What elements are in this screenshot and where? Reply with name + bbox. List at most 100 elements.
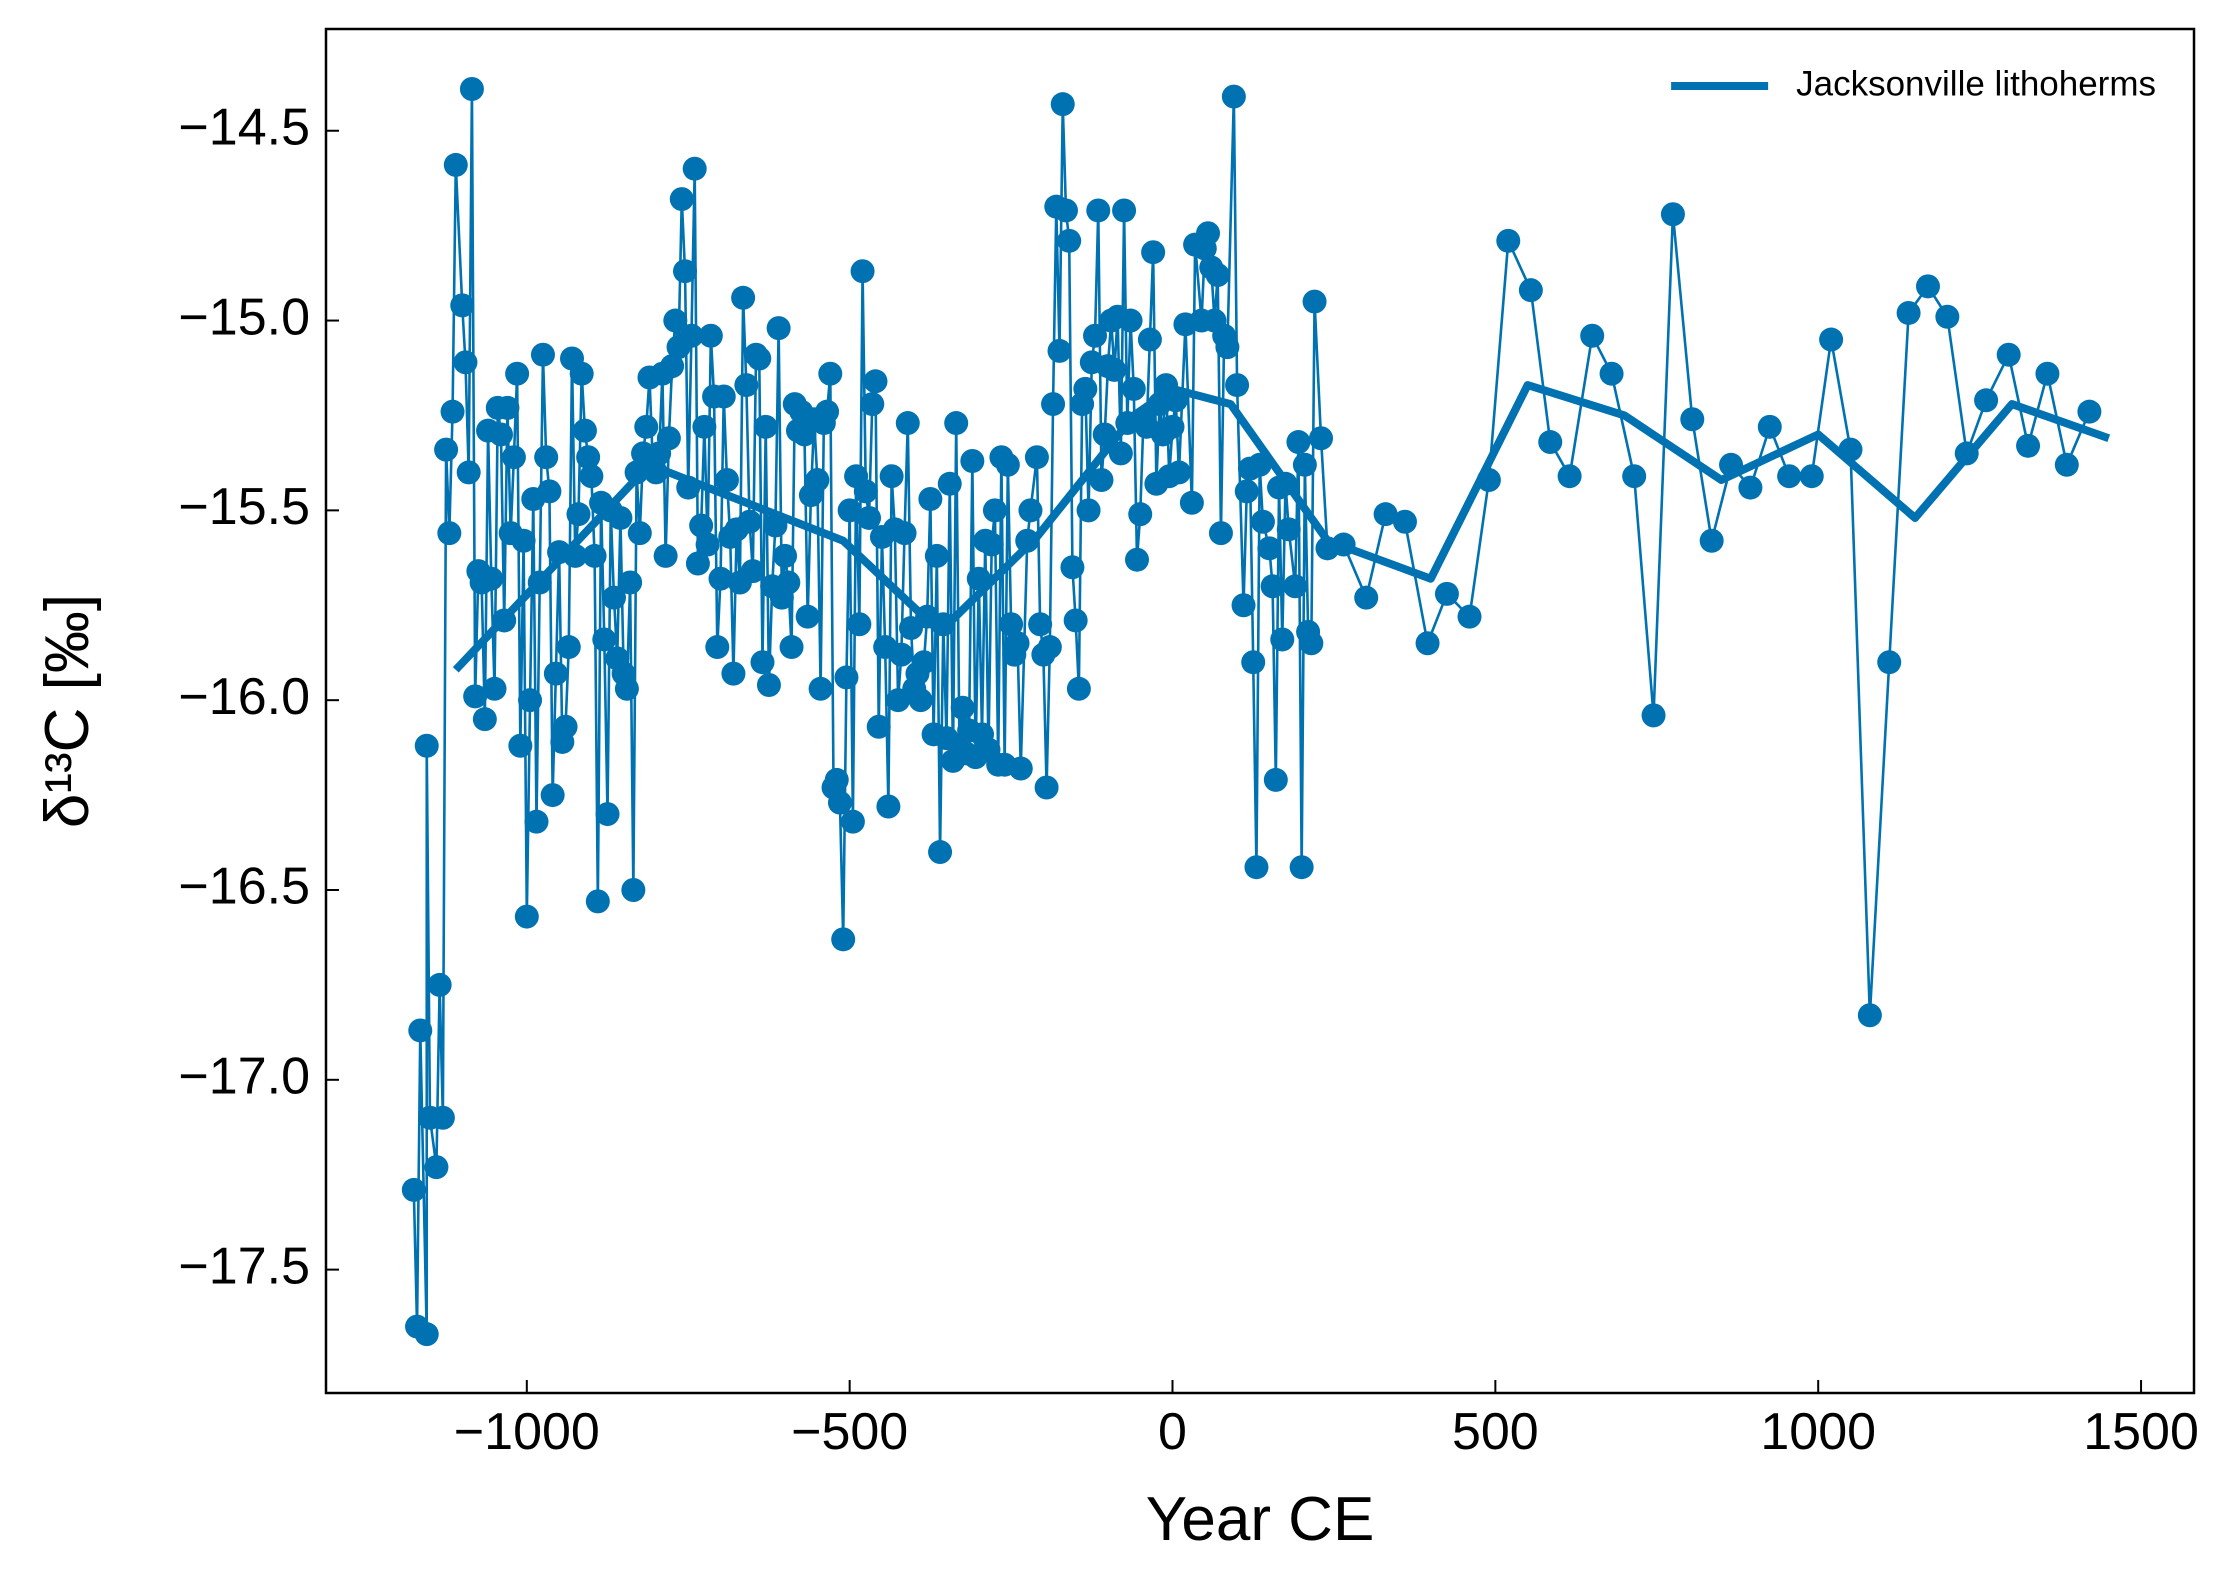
data-point: [740, 559, 765, 584]
data-point: [627, 521, 652, 546]
data-point: [1915, 274, 1940, 299]
data-point: [1221, 84, 1246, 109]
data-point: [818, 361, 843, 386]
data-point: [995, 452, 1020, 477]
data-point: [1276, 517, 1301, 542]
data-point: [766, 316, 791, 341]
data-point: [944, 411, 969, 436]
data-point: [511, 528, 536, 553]
data-point: [434, 437, 459, 462]
data-point: [634, 414, 659, 439]
data-point: [695, 532, 720, 557]
data-point: [1166, 460, 1191, 485]
data-point: [1128, 502, 1153, 527]
data-point: [1231, 593, 1256, 618]
data-point: [1354, 585, 1379, 610]
data-point: [1066, 676, 1091, 701]
y-axis-label: δ¹³C [‰]: [33, 594, 102, 828]
data-point: [1005, 631, 1030, 656]
data-point: [808, 676, 833, 701]
data-point: [795, 604, 820, 629]
data-point: [1053, 198, 1078, 223]
data-point: [850, 259, 875, 284]
data-point: [1260, 574, 1285, 599]
data-point: [673, 259, 698, 284]
data-point: [1496, 228, 1521, 253]
data-point: [1215, 335, 1240, 360]
data-point: [2054, 452, 2079, 477]
data-point: [750, 650, 775, 675]
data-point: [534, 445, 559, 470]
data-point: [1680, 407, 1705, 432]
data-point: [1041, 392, 1066, 417]
x-axis-label: Year CE: [1146, 1485, 1375, 1554]
x-tick-label: 0: [1158, 1403, 1187, 1461]
data-point: [1289, 855, 1314, 880]
data-point: [857, 505, 882, 530]
data-point: [1112, 198, 1137, 223]
data-point: [614, 676, 639, 701]
data-point: [1292, 452, 1317, 477]
data-point: [543, 661, 568, 686]
data-point: [979, 532, 1004, 557]
data-point: [1241, 650, 1266, 675]
data-point: [847, 612, 872, 637]
data-point: [918, 486, 943, 511]
data-point: [427, 972, 452, 997]
data-point: [1089, 467, 1114, 492]
data-point: [660, 354, 685, 379]
data-point: [1299, 631, 1324, 656]
data-point: [472, 707, 497, 732]
data-point: [1234, 479, 1259, 504]
data-point: [1996, 342, 2021, 367]
y-tick-label: −15.5: [178, 478, 310, 536]
data-point: [1415, 631, 1440, 656]
data-point: [1777, 464, 1802, 489]
data-point: [1034, 775, 1059, 800]
data-point: [463, 684, 488, 709]
data-point: [692, 414, 717, 439]
data-point: [1137, 327, 1162, 352]
data-point: [895, 411, 920, 436]
data-point: [1896, 300, 1921, 325]
data-point: [824, 767, 849, 792]
data-point: [1141, 240, 1166, 265]
data-point: [663, 308, 688, 333]
data-point: [430, 1105, 455, 1130]
y-tick-label: −17.0: [178, 1048, 310, 1106]
data-point: [569, 361, 594, 386]
data-point: [866, 714, 891, 739]
data-point: [756, 672, 781, 697]
data-point: [1250, 509, 1275, 534]
data-point: [1286, 430, 1311, 455]
data-point: [876, 794, 901, 819]
data-point: [834, 665, 859, 690]
data-point: [708, 566, 733, 591]
data-point: [453, 350, 478, 375]
data-point: [1309, 426, 1334, 451]
data-point: [837, 498, 862, 523]
data-point: [860, 392, 885, 417]
data-point: [518, 688, 543, 713]
data-point: [459, 76, 484, 101]
legend-label: Jacksonville lithoherms: [1796, 64, 2156, 103]
data-point: [714, 467, 739, 492]
data-point: [815, 399, 840, 424]
data-point: [1124, 547, 1149, 572]
data-point: [831, 927, 856, 952]
legend-entry: Jacksonville lithoherms: [1671, 64, 2156, 103]
data-point: [1641, 703, 1666, 728]
data-point: [1050, 92, 1075, 117]
data-point: [805, 467, 830, 492]
y-tick-label: −16.0: [178, 668, 310, 726]
data-point: [408, 1018, 433, 1043]
data-point: [1392, 509, 1417, 534]
data-point: [669, 187, 694, 212]
data-point: [1660, 202, 1685, 227]
data-point: [1457, 604, 1482, 629]
data-point: [1057, 228, 1082, 253]
y-tick-label: −14.5: [178, 98, 310, 156]
data-point: [1179, 490, 1204, 515]
data-point: [1580, 323, 1605, 348]
